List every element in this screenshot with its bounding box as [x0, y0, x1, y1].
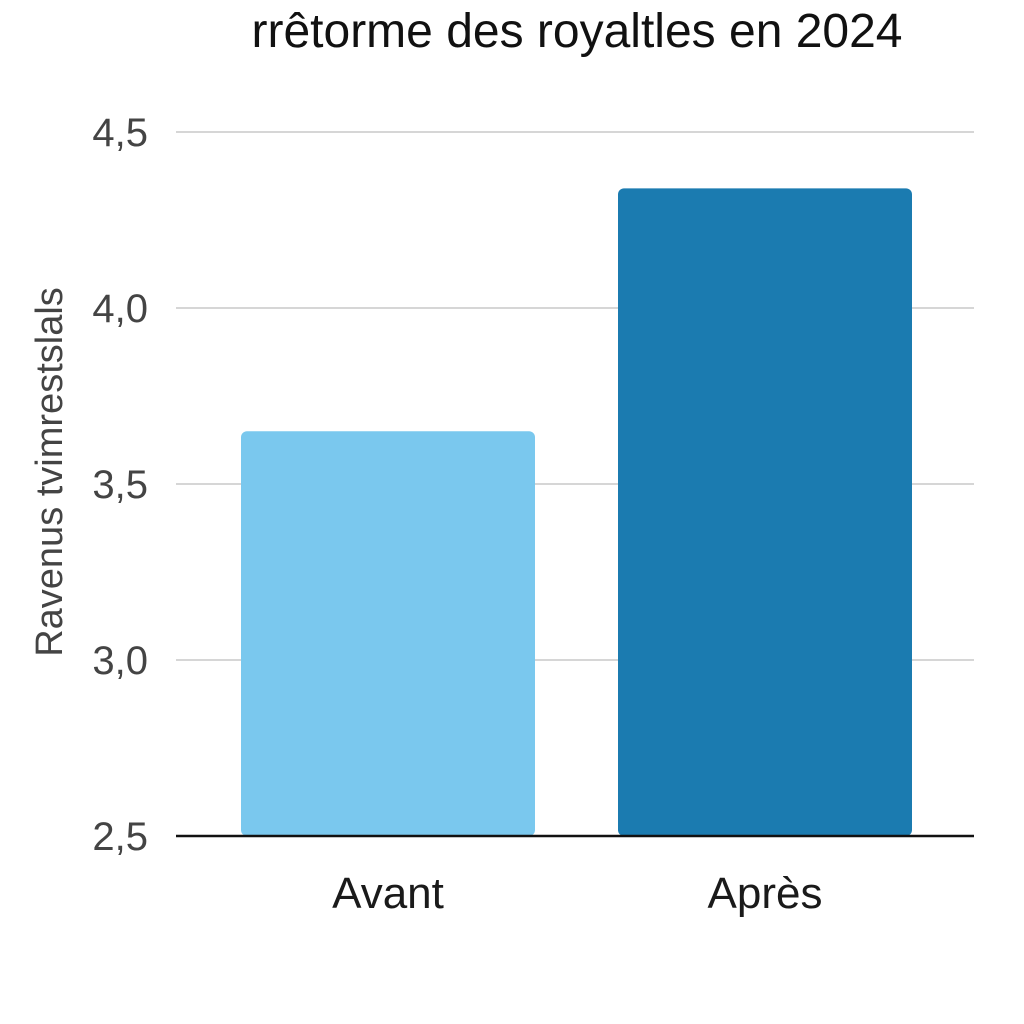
- y-tick-label: 4,0: [92, 287, 148, 331]
- bars: [241, 188, 912, 836]
- bar-1: [618, 188, 912, 836]
- y-tick-label: 4,5: [92, 111, 148, 155]
- y-tick-label: 2,5: [92, 815, 148, 859]
- bar-0: [241, 431, 535, 836]
- y-axis-ticks: 2,5 3,0 3,5 4,0 4,5: [92, 111, 148, 859]
- y-axis-title: Ravenus tvimrestslals: [29, 287, 71, 657]
- x-category-label: Avant: [332, 869, 444, 918]
- y-tick-label: 3,5: [92, 463, 148, 507]
- chart-title: rrêtorme des royaltles en 2024: [251, 5, 903, 58]
- x-axis-categories: Avant Après: [332, 869, 822, 918]
- x-category-label: Après: [708, 869, 823, 918]
- y-tick-label: 3,0: [92, 639, 148, 683]
